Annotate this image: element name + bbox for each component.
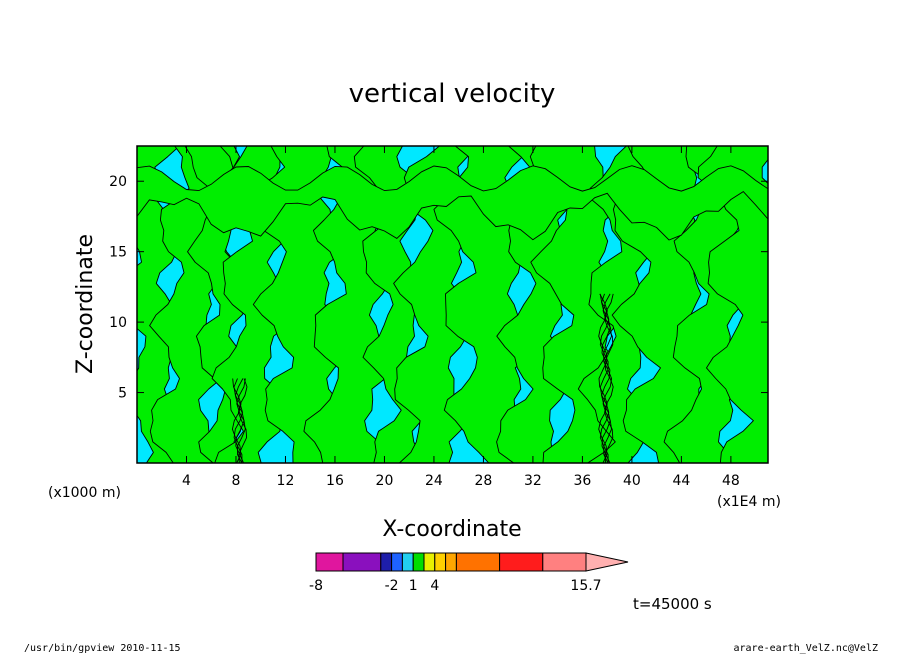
core-contour — [233, 378, 243, 463]
colorbar-segment — [455, 552, 501, 572]
colorbar-labels: -8 -2 1 4 15.7 — [309, 578, 602, 594]
x-tick-label: 4 — [182, 473, 191, 489]
y-tick-label: 20 — [109, 174, 127, 190]
y-axis-label: Z-coordinate — [73, 234, 98, 374]
x-tick-label: 8 — [232, 473, 241, 489]
colorbar-label: 1 — [409, 578, 418, 594]
x-tick-label: 48 — [722, 473, 740, 489]
x-tick-label: 32 — [524, 473, 542, 489]
colorbar-segment — [401, 552, 414, 572]
x-tick-label: 44 — [672, 473, 690, 489]
core-contour — [599, 293, 610, 463]
y-tick-label: 15 — [109, 245, 127, 261]
time-note: t=45000 s — [633, 595, 712, 613]
y-tick-label: 10 — [109, 315, 127, 331]
colorbar-segment — [412, 552, 425, 572]
colorbar-segment — [391, 552, 403, 572]
plot-area — [137, 146, 768, 463]
x-tick-label: 24 — [425, 473, 443, 489]
y-tick-label: 5 — [118, 386, 127, 402]
x-tick-label: 12 — [277, 473, 295, 489]
x-axis-label: X-coordinate — [382, 517, 521, 542]
colorbar-segment — [434, 552, 447, 572]
colorbar — [315, 552, 629, 572]
colorbar-label: -2 — [385, 578, 399, 594]
velocity-field — [137, 146, 768, 463]
x-unit-label: (x1000 m) — [48, 485, 121, 501]
footer-command: /usr/bin/gpview 2010-11-15 — [24, 643, 181, 654]
colorbar-segment — [342, 552, 382, 572]
core-contour — [601, 293, 611, 463]
y-axis: 5 10 15 20 — [109, 174, 768, 402]
colorbar-label: -8 — [309, 578, 323, 594]
colorbar-segment — [445, 552, 457, 572]
plot-frame — [136, 145, 769, 464]
core-contour — [237, 378, 248, 463]
x-tick-label: 36 — [573, 473, 591, 489]
colorbar-segment — [542, 552, 587, 572]
x-tick-label: 16 — [326, 473, 344, 489]
updraft-sheet — [137, 165, 768, 241]
x-scale-label: (x1E4 m) — [717, 494, 781, 510]
chart-title: vertical velocity — [349, 79, 556, 109]
x-tick-label: 20 — [376, 473, 394, 489]
core-contour — [602, 293, 613, 463]
colorbar-segment — [380, 552, 393, 572]
colorbar-arrow — [585, 552, 629, 572]
x-tick-label: 28 — [475, 473, 493, 489]
x-tick-label: 40 — [623, 473, 641, 489]
colorbar-segment — [499, 552, 544, 572]
colorbar-segment — [315, 552, 344, 572]
colorbar-segment — [423, 552, 436, 572]
core-contour — [604, 293, 614, 463]
footer-source: arare-earth_VelZ.nc@VelZ — [734, 643, 879, 654]
updraft-band — [697, 146, 768, 463]
colorbar-label: 4 — [430, 578, 439, 594]
colorbar-label: 15.7 — [570, 578, 601, 594]
x-axis: 4 8 12 16 20 24 28 32 36 40 44 48 — [182, 146, 740, 489]
core-contour — [236, 378, 246, 463]
